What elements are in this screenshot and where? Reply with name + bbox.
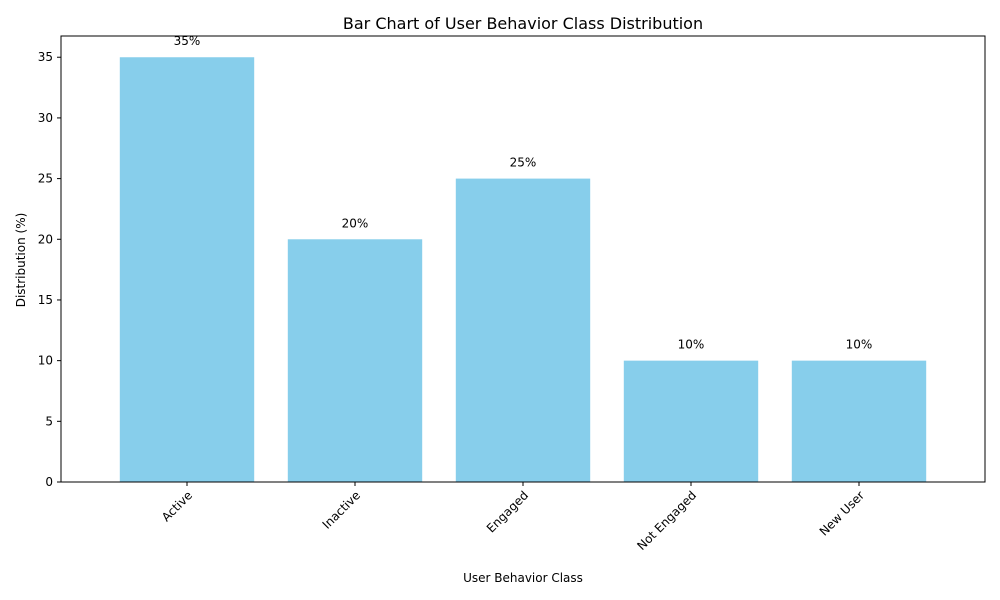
y-tick-label: 0 [45,475,53,489]
x-ticks-group: Active Inactive Engaged Not Engaged New User [159,482,867,553]
x-tick-label: Not Engaged [634,488,699,553]
bar-active [119,57,255,482]
x-axis-label: User Behavior Class [463,571,583,585]
y-tick-label: 5 [45,414,53,428]
data-label-not-engaged: 10% [678,338,705,352]
y-tick-label: 10 [38,354,53,368]
y-tick-label: 30 [38,111,53,125]
y-ticks-group: 0 5 10 15 20 25 30 35 [38,50,61,489]
x-tick-label: Engaged [484,488,531,535]
y-tick-label: 15 [38,293,53,307]
data-label-active: 35% [174,34,201,48]
y-tick-label: 20 [38,232,53,246]
data-label-new-user: 10% [846,338,873,352]
bar-not-engaged [623,360,759,482]
plot-frame [60,35,986,483]
y-tick-label: 35 [38,50,53,64]
data-label-engaged: 25% [510,156,537,170]
bar-new-user [791,360,927,482]
y-axis-label: Distribution (%) [14,213,28,308]
bar-engaged [455,178,591,482]
x-tick-label: Inactive [320,488,364,532]
chart-title: Bar Chart of User Behavior Class Distrib… [343,14,703,33]
data-labels-group: 35% 20% 25% 10% 10% [174,34,873,351]
data-label-inactive: 20% [342,216,369,230]
y-tick-label: 25 [38,172,53,186]
x-tick-label: New User [817,488,867,538]
bars-group [119,57,927,482]
bar-inactive [287,239,423,482]
x-tick-label: Active [159,488,195,524]
